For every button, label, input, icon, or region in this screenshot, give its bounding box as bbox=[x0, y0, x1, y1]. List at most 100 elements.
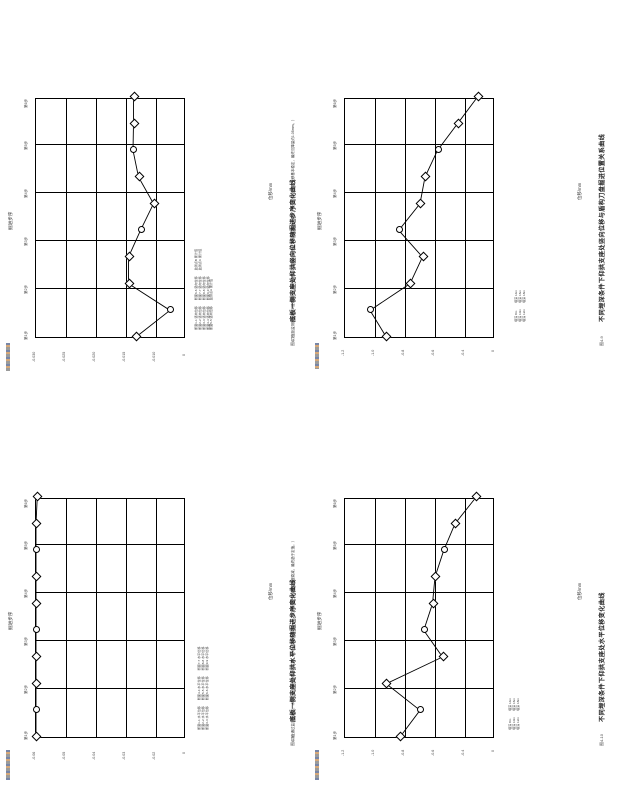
fig2-xaxis-label: 掘进步序 bbox=[8, 611, 13, 630]
fig2-legend-item: 断面3-3 水平位移 bbox=[204, 706, 209, 730]
fig1-xtick: 第5步 bbox=[24, 140, 28, 150]
fig4-xtick: 第6步 bbox=[333, 498, 337, 508]
data-point-marker bbox=[137, 226, 145, 234]
fig1-xaxis-label: 掘进步序 bbox=[8, 211, 13, 230]
fig4-ytick: -0.4 bbox=[461, 749, 465, 756]
fig3-legend-item: 埋深 18m bbox=[521, 289, 526, 304]
fig3-xtick: 第5步 bbox=[333, 140, 337, 150]
fig1-yaxis-label: 位移/mm bbox=[268, 182, 273, 200]
fig1-series-line bbox=[128, 97, 171, 338]
fig2-legend-col-2: 断面4-4 水平位移 断面5-5 水平位移 断面6-6 水平位移 bbox=[197, 676, 210, 701]
fig2-legend-col-3: 断面7-7 水平位移 断面8-8 水平位移 断面9-9 水平位移 bbox=[197, 646, 210, 671]
fig2-xtick: 第5步 bbox=[24, 540, 28, 550]
fig4-legend-item: 埋深 18m bbox=[515, 697, 520, 712]
fig1-ytick: -0.025 bbox=[62, 351, 66, 362]
fig4-xtick: 第3步 bbox=[333, 636, 337, 646]
figure-bottom-right: 图4-10 不同埋深条件下仰拱支座处水平位移变化曲线 位移/mm 埋深 8m 埋… bbox=[291, 400, 618, 800]
fig4-xaxis-label: 掘进步序 bbox=[317, 611, 322, 630]
fig2-ytick: -0.03 bbox=[122, 751, 126, 760]
figure-bottom-left: 图4-8 底板一侧支座处仰拱水平位移随掘进步序变化曲线 位移/mm 断面1-1 … bbox=[0, 400, 309, 800]
fig4-legend-col-2: 埋深 14m 埋深 16m 埋深 18m bbox=[508, 697, 521, 712]
page-edge-mark-top-left bbox=[6, 343, 10, 371]
fig1-legend: 断面1-1 竖向位移 断面2-2 竖向位移 断面3-3 竖向位移 断面4-4 竖… bbox=[194, 70, 214, 330]
fig2-xtick: 第1步 bbox=[24, 730, 28, 740]
fig1-xtick: 第2步 bbox=[24, 284, 28, 294]
fig3-legend: 埋深 8m 埋深 10m 埋深 12m 埋深 14m 埋深 16m 埋深 18m bbox=[514, 82, 527, 322]
fig3-ytick: -0.8 bbox=[401, 349, 405, 356]
fig2-ytick: -0.06 bbox=[32, 751, 36, 760]
page-edge-mark-bottom-left bbox=[6, 750, 10, 780]
fig1-legend-col-1: 断面1-1 竖向位移 断面2-2 竖向位移 断面3-3 竖向位移 断面4-4 竖… bbox=[194, 306, 214, 330]
fig3-xtick: 第3步 bbox=[333, 236, 337, 246]
fig4-ytick: -1.0 bbox=[371, 749, 375, 756]
fig4-ytick: -0.8 bbox=[401, 749, 405, 756]
page-edge-mark-top-right bbox=[315, 343, 319, 369]
fig2-legend-item: 断面6-6 水平位移 bbox=[204, 676, 209, 701]
fig3-yaxis-label: 位移/mm bbox=[577, 182, 582, 200]
page-edge-mark-bottom-right bbox=[315, 750, 319, 780]
fig2-ytick: -0.02 bbox=[152, 751, 156, 760]
fig4-title: 不同埋深条件下仰拱支座处水平位移变化曲线 bbox=[599, 592, 606, 722]
fig3-figure-number: 图4-9 bbox=[599, 336, 604, 346]
fig1-ytick: -0.020 bbox=[92, 351, 96, 362]
fig4-ytick: 0 bbox=[491, 750, 495, 752]
fig4-yaxis-label: 位移/mm bbox=[577, 582, 582, 600]
fig1-xtick: 第3步 bbox=[24, 236, 28, 246]
fig3-ytick: -0.4 bbox=[461, 349, 465, 356]
fig4-series-line bbox=[385, 496, 477, 738]
fig3-legend-col-2: 埋深 14m 埋深 16m 埋深 18m bbox=[514, 289, 527, 304]
fig3-ytick: -0.6 bbox=[431, 349, 435, 356]
fig1-plot-area bbox=[35, 91, 185, 342]
fig1-legend-item: 监测点A 累计值 bbox=[209, 278, 214, 301]
fig2-ytick: -0.05 bbox=[62, 751, 66, 760]
fig1-legend-item: 断面5-5 竖向位移 bbox=[209, 306, 214, 330]
fig3-ytick: -1.0 bbox=[371, 349, 375, 356]
fig1-ytick: -0.010 bbox=[152, 351, 156, 362]
fig3-legend-item: 埋深 12m bbox=[521, 308, 526, 322]
fig2-xtick: 第4步 bbox=[24, 588, 28, 598]
fig2-ytick: -0.04 bbox=[92, 751, 96, 760]
fig4-legend-item: 埋深 12m bbox=[515, 716, 520, 730]
fig2-legend: 断面1-1 水平位移 断面2-2 水平位移 断面3-3 水平位移 断面4-4 水… bbox=[197, 470, 210, 730]
figure-top-right: 图4-9 不同埋深条件下仰拱支座处竖向位移与盾构刀盘掘进位置关系曲线 位移/mm… bbox=[291, 0, 618, 400]
fig4-figure-number: 图4-10 bbox=[599, 733, 604, 746]
fig4-caption: （刀盘通过监测断面后，水平位移迅速回落并趋于平稳，最大水平位移约0.85mm，其… bbox=[291, 538, 295, 744]
fig3-ytick: -1.2 bbox=[341, 349, 345, 356]
fig3-plot-area bbox=[344, 91, 494, 342]
fig4-xtick: 第5步 bbox=[333, 540, 337, 550]
fig4-legend-col-1: 埋深 8m 埋深 10m 埋深 12m bbox=[508, 716, 521, 730]
fig3-legend-col-1: 埋深 8m 埋深 10m 埋深 12m bbox=[514, 308, 527, 322]
data-point-marker bbox=[434, 146, 442, 154]
fig1-legend-col-3: 监测点B 累计值 监测点C 累计值 bbox=[194, 249, 203, 271]
fig4-xtick: 第4步 bbox=[333, 588, 337, 598]
fig3-caption: （刀盘距监测断面前方2倍洞径时位移开始发展，刀盘到达断面正下方时位移速率最大，通… bbox=[291, 117, 295, 344]
figure-top-left: 图4-7 底板一侧支座处仰拱竖向位移随掘进步序变化曲线 位移/mm 断面1-1 … bbox=[0, 0, 309, 400]
fig3-xtick: 第4步 bbox=[333, 188, 337, 198]
fig2-legend-col-1: 断面1-1 水平位移 断面2-2 水平位移 断面3-3 水平位移 bbox=[197, 706, 210, 730]
fig4-legend: 埋深 8m 埋深 10m 埋深 12m 埋深 14m 埋深 16m 埋深 18m bbox=[508, 480, 521, 730]
fig3-series-line bbox=[369, 96, 478, 338]
fig1-ytick: 0 bbox=[182, 354, 186, 356]
fig2-series-line bbox=[35, 496, 38, 737]
fig3-title: 不同埋深条件下仰拱支座处竖向位移与盾构刀盘掘进位置关系曲线 bbox=[599, 133, 606, 322]
fig2-xtick: 第3步 bbox=[24, 636, 28, 646]
fig1-xtick: 第4步 bbox=[24, 188, 28, 198]
fig4-xtick: 第2步 bbox=[333, 684, 337, 694]
fig1-ytick: -0.030 bbox=[32, 351, 36, 362]
fig3-xaxis-label: 掘进步序 bbox=[317, 211, 322, 230]
fig2-ytick: 0 bbox=[182, 752, 186, 754]
fig2-yaxis-label: 位移/mm bbox=[268, 582, 273, 600]
fig2-xtick: 第6步 bbox=[24, 498, 28, 508]
fig4-plot-area bbox=[344, 491, 494, 742]
fig3-xtick: 第2步 bbox=[333, 284, 337, 294]
fig1-ytick: -0.015 bbox=[122, 351, 126, 362]
fig1-xtick: 第6步 bbox=[24, 98, 28, 108]
fig1-legend-col-2: 断面6-6 竖向位移 断面7-7 竖向位移 断面8-8 竖向位移 断面9-9 竖… bbox=[194, 276, 214, 301]
fig3-xtick: 第6步 bbox=[333, 98, 337, 108]
fig1-xtick: 第1步 bbox=[24, 330, 28, 340]
fig2-xtick: 第2步 bbox=[24, 684, 28, 694]
fig3-ytick: 0 bbox=[491, 350, 495, 352]
fig2-plot-area bbox=[31, 491, 185, 742]
fig2-legend-item: 断面9-9 水平位移 bbox=[204, 646, 209, 671]
